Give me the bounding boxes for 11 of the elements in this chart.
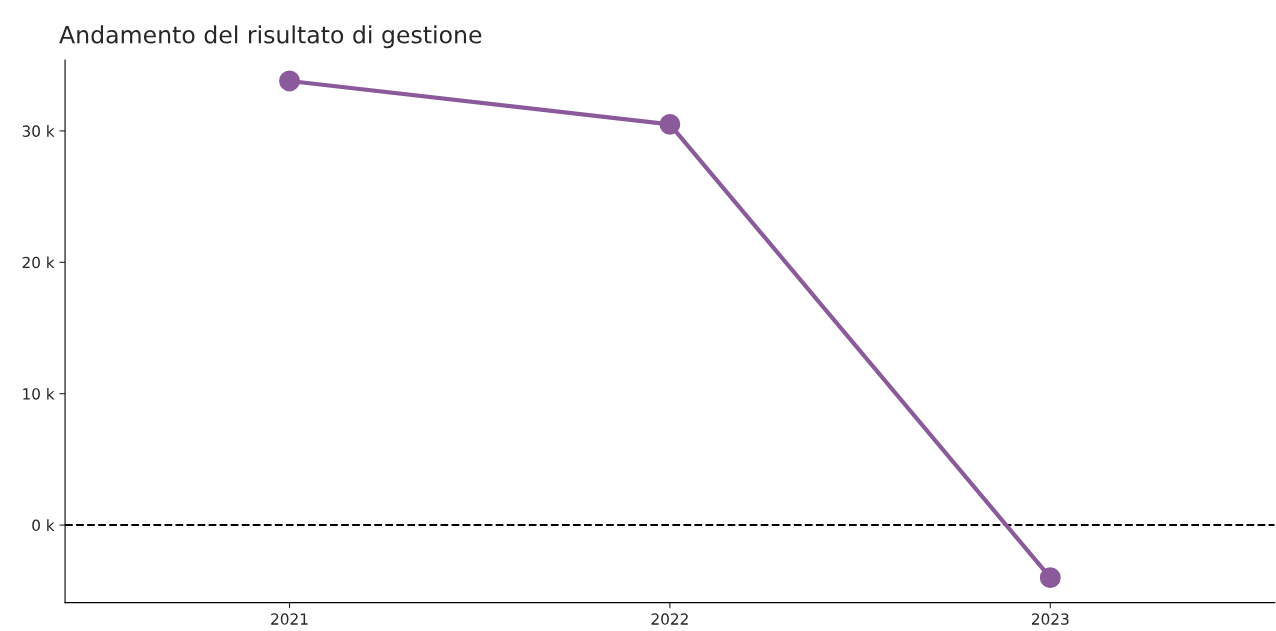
y-tick-label: 0 k	[32, 519, 55, 532]
x-tick-label: 2022	[651, 613, 688, 625]
chart-title: Andamento del risultato di gestione	[59, 25, 482, 49]
point	[279, 70, 300, 92]
point	[1039, 567, 1061, 589]
y-tick-label: 30 k	[22, 125, 55, 137]
point	[659, 113, 681, 135]
y-tick-label: 20 k	[22, 256, 55, 269]
x-tick-label: 2023	[1031, 613, 1069, 625]
y-tick-label: 10 k	[23, 387, 55, 400]
x-tick-label: 2021	[271, 613, 308, 625]
